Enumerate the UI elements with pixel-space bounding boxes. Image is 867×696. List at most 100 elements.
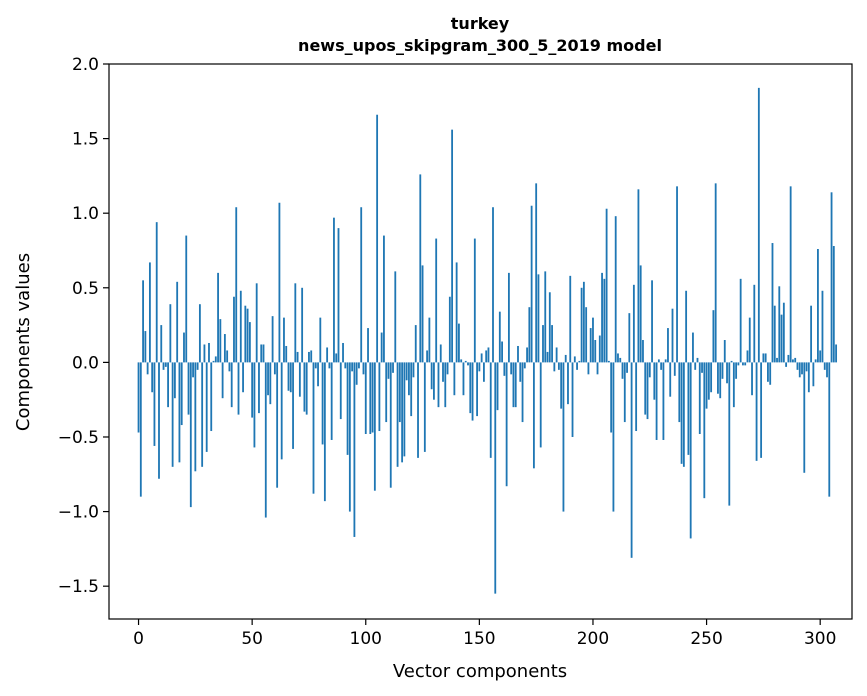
bar-154 [487,347,490,363]
bar-58 [269,362,272,405]
bar-282 [778,286,781,363]
bar-240 [682,362,685,467]
bar-170 [523,362,526,369]
bar-7 [153,362,156,446]
bar-229 [657,359,660,363]
bar-81 [321,362,324,445]
bar-190 [569,275,572,363]
x-tick-label: 300 [804,629,836,649]
bar-78 [314,362,317,369]
bar-293 [803,362,806,473]
bar-257 [721,362,724,379]
bar-67 [289,362,292,393]
bar-247 [698,362,701,434]
bar-249 [703,362,706,499]
bar-207 [607,360,610,363]
bar-136 [446,362,449,375]
bar-113 [394,271,397,363]
bar-201 [594,340,597,363]
bar-162 [505,362,508,487]
bar-106 [378,362,381,432]
bar-211 [617,353,619,363]
bar-217 [630,362,633,558]
bar-157 [494,362,497,594]
bar-289 [794,357,797,363]
bar-303 [826,362,828,378]
bar-233 [667,328,669,363]
bar-296 [810,305,813,363]
bar-179 [544,271,547,363]
bar-184 [555,347,558,363]
bar-37 [221,362,224,399]
bar-259 [726,362,728,384]
bar-291 [798,362,801,378]
bar-234 [669,362,672,397]
bar-138 [451,129,454,363]
bar-134 [442,362,444,382]
bar-165 [512,362,515,408]
bar-115 [398,362,401,423]
bar-64 [283,317,285,363]
x-tick-label: 200 [577,629,609,649]
x-tick-label: 100 [350,629,382,649]
bar-77 [312,362,315,494]
bar-285 [785,362,788,367]
bar-279 [771,243,774,363]
bar-36 [219,319,222,363]
bar-224 [646,362,649,420]
bar-294 [805,362,808,372]
bar-1 [139,362,142,497]
bar-193 [576,362,578,370]
bar-254 [714,183,717,363]
bar-92 [346,362,349,455]
y-tick-label: 0.5 [72,279,99,299]
y-tick-label: −0.5 [58,428,99,448]
bar-141 [458,323,460,363]
bar-69 [294,283,297,363]
bar-117 [403,362,406,457]
bar-29 [203,344,206,363]
bar-176 [537,274,540,363]
bar-287 [789,186,792,363]
bar-266 [742,362,744,366]
bar-100 [364,362,367,434]
bar-300 [819,350,822,363]
bar-258 [723,340,726,363]
x-tick-label: 50 [241,629,263,649]
bar-46 [242,362,244,393]
bar-183 [553,362,556,372]
bar-42 [233,296,235,363]
bar-185 [557,362,560,370]
bar-298 [814,359,817,363]
bar-124 [419,174,422,363]
bar-195 [580,287,583,363]
bar-143 [462,362,465,396]
bar-50 [251,362,254,418]
x-axis-label: Vector components [393,661,567,682]
bar-149 [476,362,478,417]
bar-128 [428,317,431,363]
bar-93 [348,362,351,512]
bar-125 [421,265,424,363]
bar-88 [337,228,340,363]
bar-10 [160,325,163,363]
bar-223 [644,362,647,415]
bar-59 [271,316,274,363]
bar-33 [212,360,215,363]
bar-181 [548,292,551,363]
y-axis-ticks: −1.5 −1.0 −0.5 0.0 0.5 1.0 1.5 2.0 [58,55,109,597]
bar-39 [226,350,229,363]
bar-15 [171,362,174,467]
bar-102 [369,362,372,434]
bar-6 [151,362,154,393]
bar-235 [671,308,674,363]
bar-53 [258,362,260,414]
bar-103 [371,362,374,433]
bar-4 [146,362,149,375]
bar-295 [807,362,810,393]
bar-97 [358,362,360,369]
bar-280 [773,305,776,363]
bar-299 [817,249,819,363]
bar-22 [187,362,190,415]
